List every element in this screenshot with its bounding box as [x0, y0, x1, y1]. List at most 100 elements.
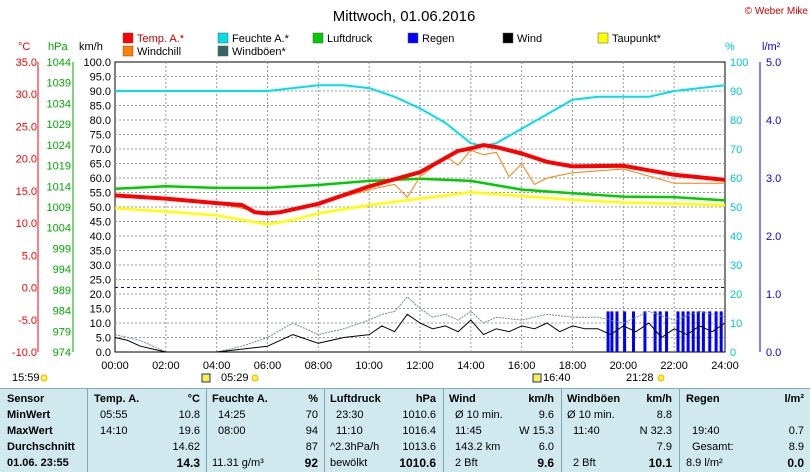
plot-grid [114, 61, 726, 353]
temp-min-time: 05:55 [100, 409, 128, 421]
gust-beaufort: 2 Bft [573, 457, 596, 469]
rain-bar [719, 311, 723, 352]
column-divider [87, 389, 88, 472]
gust-avg-value: 7.9 [656, 441, 672, 453]
sunrise-icon [201, 373, 211, 383]
x-tick-label: 12:00 [406, 360, 434, 372]
pressure_hpa-tick-label: 1029 [47, 119, 71, 131]
wind_kmh-tick-label: 35.0 [90, 246, 111, 258]
legend-label: Windböen* [232, 46, 287, 58]
rain-bar [686, 311, 690, 352]
humidity-current-value: 92 [304, 456, 318, 470]
wind_kmh-tick-label: 55.0 [90, 188, 111, 200]
temp-unit: °C [187, 393, 200, 405]
temp-axis-unit: °C [18, 41, 30, 53]
wind-distance: 143.2 km [455, 441, 501, 453]
legend-label: Windchill [137, 46, 181, 58]
wind_kmh-tick-label: 50.0 [90, 202, 111, 214]
wind-current-value: 9.6 [537, 456, 554, 470]
wind_kmh-tick-label: 70.0 [90, 144, 111, 156]
wind_kmh-tick-label: 0.0 [96, 347, 111, 359]
legend-swatch [597, 32, 609, 44]
temp_c-tick-label: 5.0 [22, 250, 37, 262]
sun-icon [40, 374, 48, 382]
wind-avg-value: 6.0 [538, 441, 554, 453]
legend-swatch [217, 45, 229, 57]
humidity_pct-tick-label: 90 [730, 86, 742, 98]
pressure_hpa-tick-label: 974 [53, 347, 71, 359]
pressure-min-time: 23:30 [336, 409, 364, 421]
humidity_pct-tick-label: 50 [730, 202, 742, 214]
gust-avg10-label: Ø 10 min. [567, 409, 615, 421]
pressure_hpa-tick-label: 1004 [47, 223, 71, 235]
rain-bar [623, 311, 627, 352]
row-label-min: MinWert [7, 409, 51, 421]
wind-avg10-label: Ø 10 min. [455, 409, 503, 421]
pressure_hpa-tick-label: 1019 [47, 161, 71, 173]
rain-max-value: 0.7 [788, 425, 804, 437]
temp_c-tick-label: 15.0 [16, 186, 37, 198]
humidity_pct-tick-label: 20 [730, 289, 742, 301]
pressure-header: Luftdruck [330, 393, 381, 405]
rain-bar [676, 311, 680, 352]
temp_c-tick-label: 25.0 [16, 121, 37, 133]
legend-swatch [312, 32, 324, 44]
wind_kmh-tick-label: 60.0 [90, 173, 111, 185]
rain_lm2-tick-label: 5.0 [766, 57, 781, 69]
rain-bar [681, 311, 685, 352]
sun-icon [251, 374, 259, 382]
humidity-series-line [115, 84, 726, 148]
temp-max-time: 14:10 [100, 425, 128, 437]
rain_lm2-tick-label: 2.0 [766, 231, 781, 243]
rain-axis-unit: l/m² [762, 41, 781, 53]
legend-label: Feuchte A.* [232, 33, 290, 45]
wind-axis-unit: km/h [79, 41, 103, 53]
pressure_hpa-tick-label: 984 [53, 306, 71, 318]
copyright-text: © Weber Mike [745, 6, 809, 17]
rain-total-value: 8.9 [788, 441, 804, 453]
humidity-min-value: 70 [305, 409, 318, 421]
chart-title: Mittwoch, 01.06.2016 [333, 8, 476, 25]
temp-avg-value: 14.62 [172, 441, 200, 453]
rain_lm2-tick-label: 1.0 [766, 289, 781, 301]
x-tick-label: 10:00 [355, 360, 383, 372]
humidity_pct-tick-label: 0 [730, 347, 736, 359]
column-divider [324, 389, 325, 472]
sun-times: 15:59 05:29 16:40 21:28 [12, 372, 665, 384]
rain-bar [615, 311, 619, 352]
pressure_hpa-tick-label: 979 [53, 326, 71, 338]
humidity-max-time: 08:00 [218, 425, 246, 437]
temp-current-value: 14.3 [176, 456, 200, 470]
temp_c-tick-label: 30.0 [16, 89, 37, 101]
rain-bar [643, 311, 647, 352]
gust-header: Windböen [567, 393, 621, 405]
gust-series-line [114, 296, 726, 353]
wind_kmh-tick-label: 65.0 [90, 159, 111, 171]
legend-label: Wind [517, 33, 542, 45]
pressure_hpa-tick-label: 999 [53, 243, 71, 255]
wind_kmh-tick-label: 10.0 [90, 318, 111, 330]
wind_kmh-tick-label: 20.0 [90, 289, 111, 301]
legend-swatch [502, 32, 514, 44]
legend-label: Regen [422, 33, 454, 45]
temp_c-tick-label: -5.0 [18, 315, 37, 327]
humidity-avg-value: 87 [305, 441, 318, 453]
rain-bar [653, 311, 657, 352]
temp-min-value: 10.8 [178, 409, 200, 421]
wind-header: Wind [449, 393, 476, 405]
temp_c-tick-label: 35.0 [16, 57, 37, 69]
pressure_hpa-tick-label: 1014 [47, 181, 71, 193]
x-tick-label: 08:00 [305, 360, 333, 372]
moonrise-icon [532, 373, 542, 383]
plot-area [114, 84, 726, 353]
sunset-time: 21:28 [626, 372, 654, 384]
sunrise-time: 05:29 [221, 372, 249, 384]
wind_kmh-tick-label: 5.0 [96, 333, 111, 345]
humidity_pct-tick-label: 70 [730, 144, 742, 156]
rain-bar [714, 311, 718, 352]
temp_c-tick-label: 10.0 [16, 218, 37, 230]
rain-bar [708, 311, 712, 352]
wind-avg10-value: 9.6 [538, 409, 554, 421]
rain-bar [701, 311, 705, 352]
legend-swatch [407, 32, 419, 44]
